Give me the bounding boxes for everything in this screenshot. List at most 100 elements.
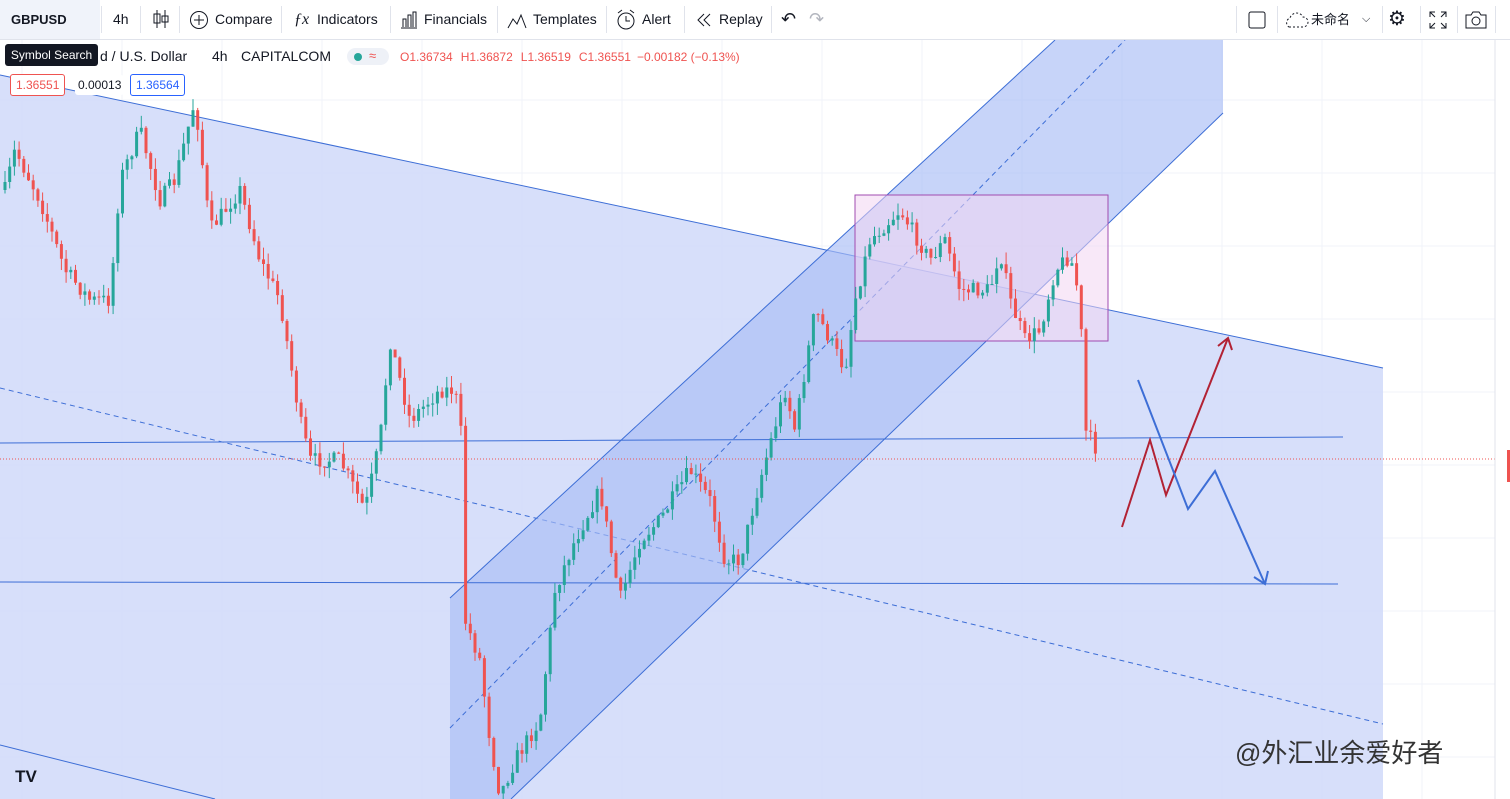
templates-icon <box>507 13 527 29</box>
interval[interactable]: 4h <box>113 11 129 27</box>
candle-body <box>12 149 16 167</box>
candle-body <box>1056 269 1060 286</box>
settings-button[interactable]: ⚙ <box>1388 8 1406 30</box>
candle-body <box>1037 328 1041 333</box>
candle-body <box>299 402 303 417</box>
tooltip: Symbol Search <box>5 44 98 66</box>
candle-body <box>807 345 811 382</box>
status-icon: ≈ <box>369 48 377 63</box>
candle-body <box>854 298 858 330</box>
candle-body <box>1042 321 1046 333</box>
candle-body <box>247 204 251 230</box>
candle-body <box>435 391 439 404</box>
chart: TV <box>0 40 1510 799</box>
candle-body <box>511 772 515 783</box>
layout-name[interactable]: 未命名 <box>1311 12 1351 27</box>
candle-body <box>8 166 12 183</box>
candle-body <box>1089 430 1093 432</box>
candle-body <box>943 237 947 244</box>
candle-body <box>370 473 374 497</box>
templates-button[interactable]: Templates <box>533 11 597 27</box>
spread: 0.00013 <box>75 75 125 95</box>
candle-body <box>529 735 533 742</box>
indicators-button[interactable]: Indicators <box>317 11 378 27</box>
candle-body <box>1084 329 1088 431</box>
candle-body <box>487 696 491 738</box>
candle-body <box>1046 299 1050 322</box>
candle-body <box>586 517 590 531</box>
candle-body <box>257 241 261 260</box>
ohlc-label: O <box>400 50 410 64</box>
candle-body <box>341 453 345 469</box>
candle-body <box>473 633 477 653</box>
redo-button[interactable]: ↷ <box>809 9 825 29</box>
candle-body <box>882 233 886 236</box>
snapshot-button[interactable] <box>1465 10 1487 30</box>
ask-price[interactable]: 1.36564 <box>130 74 186 96</box>
financials-button[interactable]: Financials <box>424 11 488 27</box>
candle-body <box>482 658 486 697</box>
candle-body <box>41 200 45 215</box>
candle-body <box>464 425 468 624</box>
candle-body <box>779 402 782 427</box>
candle-body <box>374 451 378 474</box>
horizontal-line <box>0 436 1344 444</box>
candle-body <box>1032 328 1036 342</box>
candle-body <box>736 554 740 566</box>
layout-menu[interactable]: ⌵ <box>1362 13 1371 25</box>
candle-body <box>224 208 228 212</box>
candle-body <box>262 259 265 264</box>
bid-price[interactable]: 1.36551 <box>10 74 66 96</box>
candle-body <box>581 530 585 540</box>
candle-body <box>623 583 627 591</box>
separator <box>140 6 141 33</box>
candle-body <box>769 438 773 458</box>
candle-body <box>1009 273 1013 299</box>
candle-body <box>1014 298 1017 318</box>
candle-body <box>793 411 797 430</box>
compare-button[interactable]: Compare <box>215 11 273 27</box>
candle-body <box>379 424 383 452</box>
candle-body <box>200 129 204 166</box>
candle-body <box>764 457 768 475</box>
candle-body <box>1061 257 1064 270</box>
legend-exchange: CAPITALCOM <box>241 48 331 64</box>
fullscreen-button[interactable] <box>1429 11 1447 29</box>
separator <box>1382 6 1383 33</box>
candle-body <box>938 243 942 258</box>
candle-body <box>661 512 665 516</box>
candle-body <box>727 563 731 565</box>
undo-button[interactable]: ↶ <box>781 9 797 29</box>
candle-body <box>976 282 980 296</box>
legend-interval: 4h <box>212 48 228 64</box>
alert-button[interactable]: Alert <box>642 11 671 27</box>
legend-symbol: d / U.S. Dollar <box>100 48 188 64</box>
candle-body <box>351 470 355 482</box>
chart-type-icon[interactable] <box>152 9 170 29</box>
symbol-search[interactable]: GBPUSD <box>0 0 100 39</box>
candle-body <box>196 110 200 130</box>
candle-body <box>981 292 985 296</box>
separator <box>1277 6 1278 33</box>
candle-body <box>459 393 463 426</box>
candle-body <box>835 338 839 349</box>
status-pill[interactable]: ≈ <box>347 48 389 65</box>
replay-button[interactable]: Replay <box>719 11 763 27</box>
candle-body <box>163 185 167 207</box>
candle-body <box>732 554 735 564</box>
candle-body <box>868 244 872 257</box>
candle-body <box>398 357 402 378</box>
candle-body <box>901 215 905 218</box>
ohlc-label: L <box>520 50 528 64</box>
candle-body <box>412 415 416 421</box>
candle-body <box>69 269 73 273</box>
separator <box>1236 6 1237 33</box>
financials-icon <box>401 11 417 29</box>
candle-body <box>708 490 712 497</box>
candle-body <box>149 153 153 169</box>
candle-body <box>1023 321 1027 334</box>
candle-body <box>294 370 298 403</box>
layout-icon[interactable] <box>1248 11 1266 29</box>
alert-icon <box>617 9 635 30</box>
